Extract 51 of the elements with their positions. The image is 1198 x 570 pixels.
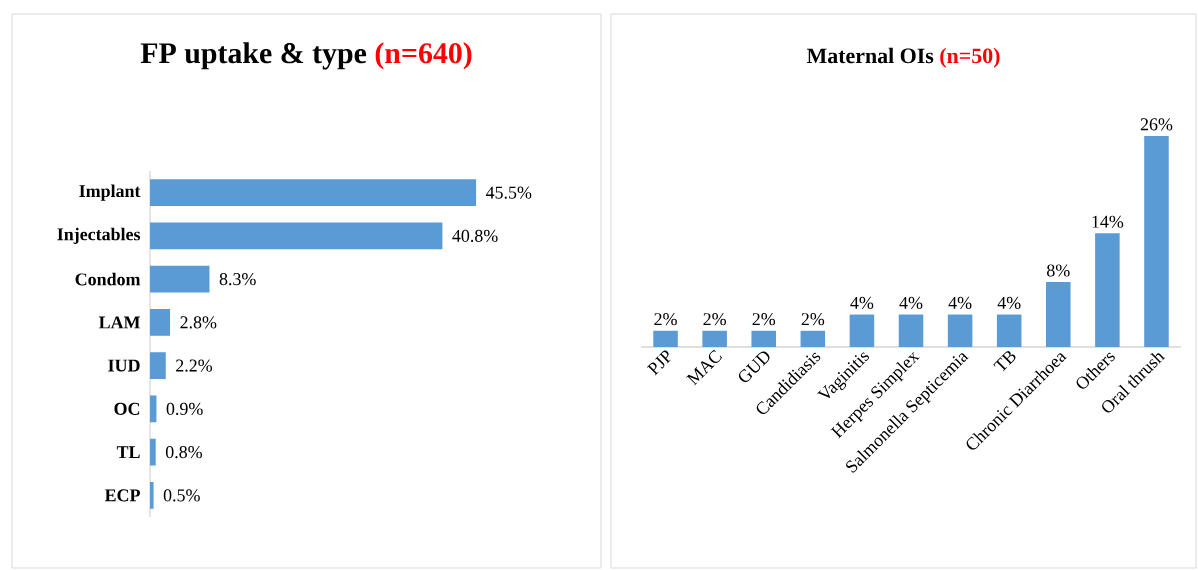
y-tick-label: ECP	[104, 489, 140, 502]
data-label: 0.9%	[166, 402, 203, 415]
data-label: 4%	[899, 296, 923, 310]
bar	[150, 308, 171, 336]
chart-title: FP uptake & type	[140, 42, 367, 70]
bar	[150, 179, 477, 207]
bar	[653, 330, 678, 347]
bar	[1095, 233, 1120, 347]
data-label: 2.2%	[176, 359, 213, 372]
data-label: 26%	[1140, 118, 1173, 131]
data-label: 40.8%	[452, 229, 498, 242]
data-label: 2.8%	[180, 316, 217, 329]
data-label: 2%	[654, 313, 677, 326]
y-tick-label: LAM	[98, 316, 140, 329]
data-label: 4%	[997, 296, 1021, 310]
data-label: 14%	[1092, 215, 1124, 228]
bar	[702, 330, 727, 347]
y-tick-label: Implant	[79, 184, 141, 201]
chart-subtitle: (n=640)	[375, 42, 472, 70]
bar	[150, 222, 443, 250]
y-tick-label: Injectables	[57, 227, 141, 245]
bar	[1046, 282, 1071, 347]
bar	[947, 314, 973, 347]
data-label: 8.3%	[219, 273, 256, 286]
bar	[849, 314, 875, 347]
bar	[1144, 135, 1169, 347]
data-label: 2%	[752, 313, 776, 326]
data-label: 8%	[1047, 264, 1070, 277]
bar	[150, 352, 166, 380]
bar	[996, 314, 1022, 347]
data-label: 0.5%	[163, 489, 200, 502]
x-tick-label: PJP	[646, 350, 671, 376]
data-label: 4%	[850, 296, 874, 310]
bar	[150, 438, 156, 466]
data-label: 2%	[801, 313, 825, 326]
chart-title: Maternal OIs	[806, 47, 934, 64]
bar	[800, 330, 826, 347]
data-label: 0.8%	[165, 446, 202, 459]
bar	[898, 314, 924, 347]
chart-subtitle: (n=50)	[940, 47, 1000, 68]
bar	[150, 395, 157, 423]
bar	[751, 330, 777, 347]
bar	[150, 265, 210, 293]
y-tick-label: TL	[116, 446, 140, 458]
y-tick-label: IUD	[108, 359, 140, 372]
y-tick-label: OC	[114, 402, 140, 415]
data-label: 4%	[948, 296, 972, 310]
data-label: 45.5%	[485, 186, 532, 199]
y-tick-label: Condom	[75, 272, 141, 286]
bar	[150, 481, 154, 509]
data-label: 2%	[703, 313, 726, 326]
